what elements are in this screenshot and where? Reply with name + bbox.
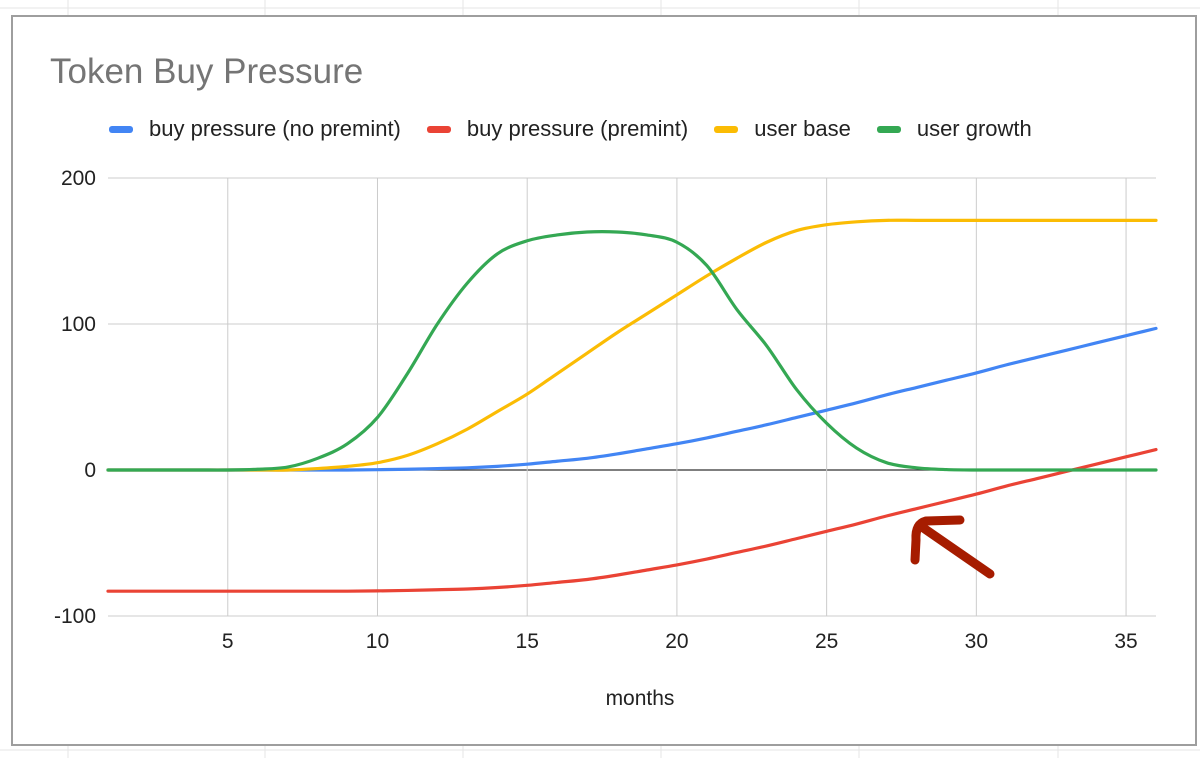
y-tick-label: 0 (84, 459, 96, 482)
legend-swatch-user-base (714, 125, 739, 133)
x-tick-label: 25 (815, 630, 838, 653)
y-tick-label: -100 (54, 605, 96, 628)
y-tick-label: 200 (61, 167, 96, 190)
x-tick-label: 20 (665, 630, 688, 653)
annotation-arrow-shaft (917, 522, 995, 579)
legend-item-user-growth: user growth (876, 116, 1032, 142)
legend-swatch-premint (426, 125, 451, 133)
annotation-arrow (910, 515, 995, 579)
annotation-arrow-head (910, 515, 965, 565)
series-line-user-base (106, 218, 1158, 472)
legend-label-user-growth: user growth (916, 116, 1032, 141)
x-axis-title: months (606, 687, 675, 710)
series-line-no-premint (106, 326, 1158, 472)
legend-label-no-premint: buy pressure (no premint) (149, 116, 401, 141)
legend-item-no-premint: buy pressure (no premint) (109, 116, 401, 142)
legend-swatch-no-premint (109, 125, 133, 133)
series-line-user-growth (106, 230, 1158, 472)
x-tick-label: 10 (366, 630, 389, 653)
x-tick-label: 30 (965, 630, 988, 653)
series-line-premint (106, 447, 1158, 593)
chart-title: Token Buy Pressure (50, 52, 364, 91)
x-tick-label: 35 (1114, 630, 1137, 653)
legend-label-premint: buy pressure (premint) (466, 116, 689, 141)
chart-frame[interactable] (11, 15, 1197, 746)
legend-label-user-base: user base (754, 116, 851, 141)
legend-item-premint: buy pressure (premint) (426, 116, 689, 142)
chart-legend: buy pressure (no premint) buy pressure (… (109, 116, 1058, 142)
y-tick-label: 100 (61, 313, 96, 336)
legend-swatch-user-growth (876, 125, 901, 133)
x-tick-label: 5 (222, 630, 234, 653)
x-tick-label: 15 (516, 630, 539, 653)
legend-item-user-base: user base (714, 116, 851, 142)
